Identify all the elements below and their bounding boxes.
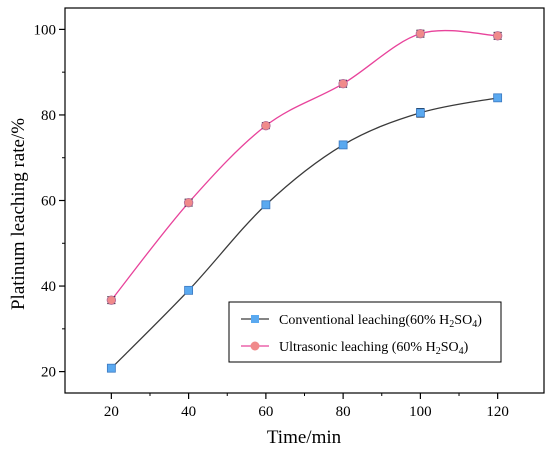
x-tick-label: 40 [181,404,196,420]
legend-label: Conventional leaching(60% H2SO4) [279,313,482,330]
legend-entry: Ultrasonic leaching (60% H2SO4) [241,340,469,357]
y-tick-label: 60 [41,194,56,210]
y-axis-label: Platinum leaching rate/% [8,118,29,310]
legend-entry: Conventional leaching(60% H2SO4) [241,313,482,330]
legend-marker [250,341,260,351]
y-tick-label: 40 [41,279,56,295]
data-point [338,79,348,89]
data-point [106,363,116,373]
y-tick-label: 100 [34,22,57,38]
data-point [106,295,117,305]
data-point [338,140,348,150]
y-tick-label: 20 [41,365,56,381]
data-point [492,31,503,41]
data-point [415,108,425,118]
legend-marker [251,315,259,323]
legend-box [228,301,502,363]
x-tick-label: 80 [336,404,351,420]
axes-layer: 20 40 60 80 100 120 20 40 60 80 100 [34,7,545,420]
data-point [184,285,194,295]
data-point [415,28,426,39]
series-ultrasonic [106,28,503,305]
x-tick-label: 60 [258,404,273,420]
series-layer [106,28,503,373]
x-axis-label: Time/min [267,427,342,448]
data-point [261,120,271,131]
data-point [183,197,194,208]
series-conventional [106,93,503,373]
legend-label: Ultrasonic leaching (60% H2SO4) [279,340,469,357]
y-tick-label: 80 [41,108,56,124]
data-point [493,93,503,103]
data-point [261,200,271,210]
x-tick-label: 100 [409,404,432,420]
x-tick-label: 120 [486,404,509,420]
series-line [110,29,498,301]
legend: Conventional leaching(60% H2SO4) Ultrason… [228,301,502,363]
x-tick-label: 20 [104,404,119,420]
